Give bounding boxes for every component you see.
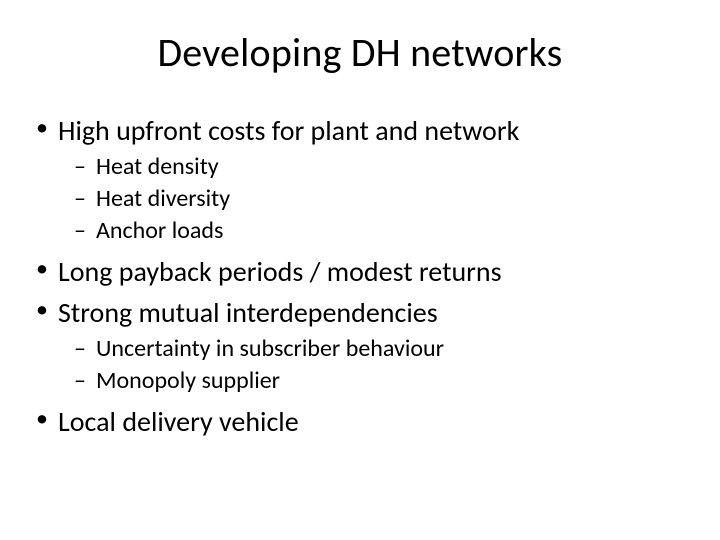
list-item: Monopoly supplier xyxy=(96,366,684,396)
sub-bullet-text: Uncertainty in subscriber behaviour xyxy=(96,334,444,363)
bullet-list-lvl1: High upfront costs for plant and network… xyxy=(36,113,684,439)
sub-bullet-text: Heat density xyxy=(96,152,219,181)
list-item: Strong mutual interdependencies Uncertai… xyxy=(58,295,684,396)
bullet-list-lvl2: Uncertainty in subscriber behaviour Mono… xyxy=(58,334,684,396)
bullet-text: Local delivery vehicle xyxy=(58,404,299,439)
list-item: Anchor loads xyxy=(96,216,684,246)
bullet-text: High upfront costs for plant and network xyxy=(58,113,519,148)
bullet-text: Long payback periods / modest returns xyxy=(58,254,502,289)
bullet-list-lvl2: Heat density Heat diversity Anchor loads xyxy=(58,152,684,246)
list-item: Long payback periods / modest returns xyxy=(58,254,684,289)
list-item: Heat density xyxy=(96,152,684,182)
list-item: Heat diversity xyxy=(96,184,684,214)
list-item: High upfront costs for plant and network… xyxy=(58,113,684,246)
list-item: Uncertainty in subscriber behaviour xyxy=(96,334,684,364)
sub-bullet-text: Heat diversity xyxy=(96,184,230,213)
sub-bullet-text: Monopoly supplier xyxy=(96,366,280,395)
slide-title: Developing DH networks xyxy=(36,28,684,77)
list-item: Local delivery vehicle xyxy=(58,404,684,439)
bullet-text: Strong mutual interdependencies xyxy=(58,295,438,330)
sub-bullet-text: Anchor loads xyxy=(96,216,223,245)
